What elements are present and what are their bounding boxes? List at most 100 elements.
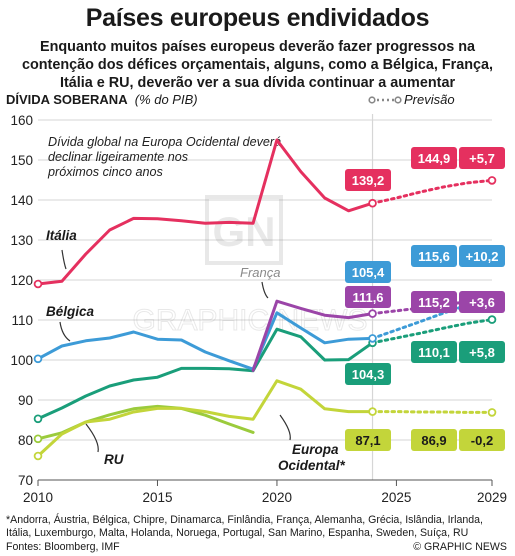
end-value-label-4: 86,9 — [421, 433, 446, 448]
value-label-0-bg — [345, 169, 391, 191]
forecast-end-marker-4 — [487, 408, 497, 417]
end-value-label-2: 115,6 — [418, 249, 450, 264]
credit: © GRAPHIC NEWS — [413, 541, 507, 553]
forecast-legend: Previsão — [368, 92, 455, 107]
y-axis-unit: (% do PIB) — [135, 92, 198, 107]
series-line-0 — [36, 138, 374, 286]
start-marker-5 — [33, 434, 43, 444]
series-pointer — [261, 281, 269, 299]
forecast-line-4 — [371, 410, 494, 414]
value-label-4-bg — [345, 429, 391, 451]
y-tick-label: 130 — [10, 233, 33, 248]
x-tick-label: 2015 — [142, 490, 172, 505]
x-tick-label: 2010 — [23, 490, 53, 505]
change-label-1: +3,6 — [469, 295, 495, 310]
y-tick-label: 120 — [10, 273, 33, 288]
watermark-text: GRAPHIC NEWS — [132, 304, 367, 337]
start-marker-0 — [33, 279, 43, 289]
y-tick-label: 140 — [10, 193, 33, 208]
value-label-2-bg — [345, 261, 391, 283]
series-pointer — [59, 321, 71, 342]
watermark-logo: GN — [213, 208, 276, 255]
end-value-label-2-bg — [411, 245, 457, 267]
start-marker-2 — [33, 354, 43, 364]
change-label-3: +5,8 — [469, 345, 495, 360]
end-value-label-3: 110,1 — [418, 345, 450, 360]
change-label-2-bg — [459, 245, 505, 267]
value-label-0: 139,2 — [352, 173, 385, 188]
sources: Fontes: Bloomberg, IMF — [6, 541, 120, 553]
y-axis-label: DÍVIDA SOBERANA — [6, 92, 128, 107]
change-label-4-bg — [459, 429, 505, 451]
y-axis-title: DÍVIDA SOBERANA (% do PIB) — [6, 92, 198, 107]
y-tick-label: 80 — [18, 433, 33, 448]
start-marker-4 — [33, 451, 43, 461]
series-line-2 — [36, 311, 374, 371]
series-line-3 — [36, 327, 374, 421]
series-name-label: Ocidental* — [278, 458, 346, 473]
annotation-line: declinar ligeiramente nos — [48, 150, 189, 164]
forecast-legend-label: Previsão — [404, 92, 455, 107]
y-tick-label: 90 — [18, 393, 33, 408]
series-line-4 — [36, 379, 374, 458]
end-value-label-1-bg — [411, 291, 457, 313]
x-tick-label: 2020 — [262, 490, 292, 505]
series-name-label: Europa — [292, 442, 339, 457]
watermark: GN GRAPHIC NEWS — [132, 195, 368, 338]
end-value-label-3-bg — [411, 341, 457, 363]
value-label-3-bg — [345, 363, 391, 385]
series-line-1 — [251, 299, 374, 372]
value-label-1: 111,6 — [352, 290, 383, 305]
change-label-3-bg — [459, 341, 505, 363]
watermark-logo-box — [205, 195, 283, 265]
end-value-label-4-bg — [411, 429, 457, 451]
forecast-legend-dot-start — [368, 96, 376, 104]
page-title: Países europeus endividados — [85, 4, 430, 32]
x-axis: 2010 2015 2020 2025 2029 — [23, 479, 507, 505]
end-value-label-0-bg — [411, 147, 457, 169]
end-value-label-1: 115,2 — [418, 295, 450, 310]
value-label-3: 104,3 — [352, 367, 385, 382]
y-tick-label: 160 — [10, 113, 33, 128]
start-marker-3 — [33, 414, 43, 424]
series-name-label: Bélgica — [46, 304, 95, 319]
x-tick-label: 2025 — [381, 490, 411, 505]
annotation: Dívida global na Europa Ocidental deverá… — [47, 135, 281, 179]
change-label-2: +10,2 — [466, 249, 499, 264]
forecast-start-marker-0 — [368, 198, 377, 208]
forecast-end-marker-3 — [487, 315, 497, 324]
annotation-line: próximos cinco anos — [47, 165, 163, 179]
series-name-label: França — [240, 265, 280, 280]
x-tick-label: 2029 — [477, 490, 507, 505]
forecast-start-marker-2 — [368, 334, 377, 343]
series-pointer — [85, 423, 99, 453]
series-name-label: RU — [104, 452, 125, 467]
series-lines — [33, 138, 497, 461]
forecast-start-marker-4 — [368, 407, 377, 416]
footnote: *Andorra, Áustria, Bélgica, Chipre, Dina… — [6, 514, 483, 539]
value-boxes: 139,2 144,9 +5,7 111,6 115,2 +3,6 105,4 115,6 +1… — [345, 147, 505, 451]
series-name-label: Itália — [46, 228, 77, 243]
debt-line-chart: DÍVIDA SOBERANA (% do PIB) Previsão 70 80… — [6, 92, 507, 505]
value-label-4: 87,1 — [355, 433, 380, 448]
forecast-legend-dot-end — [394, 96, 402, 104]
change-label-1-bg — [459, 291, 505, 313]
forecast-end-marker-0 — [487, 176, 497, 185]
page-subtitle: Enquanto muitos países europeus deverão … — [21, 39, 494, 91]
y-tick-label: 150 — [10, 153, 33, 168]
value-label-2: 105,4 — [352, 265, 385, 280]
forecast-line-0 — [371, 178, 494, 205]
y-tick-label: 70 — [18, 473, 33, 488]
series-pointer — [61, 249, 67, 270]
change-label-4: -0,2 — [471, 433, 493, 448]
change-label-0-bg — [459, 147, 505, 169]
change-label-0: +5,7 — [469, 151, 495, 166]
y-tick-label: 100 — [10, 353, 33, 368]
end-value-label-0: 144,9 — [418, 151, 451, 166]
y-tick-label: 110 — [11, 313, 33, 328]
annotation-line: Dívida global na Europa Ocidental deverá — [48, 135, 281, 149]
forecast-start-marker-1 — [368, 309, 377, 318]
value-label-1-bg — [345, 286, 391, 308]
forecast-line-3 — [371, 318, 494, 345]
